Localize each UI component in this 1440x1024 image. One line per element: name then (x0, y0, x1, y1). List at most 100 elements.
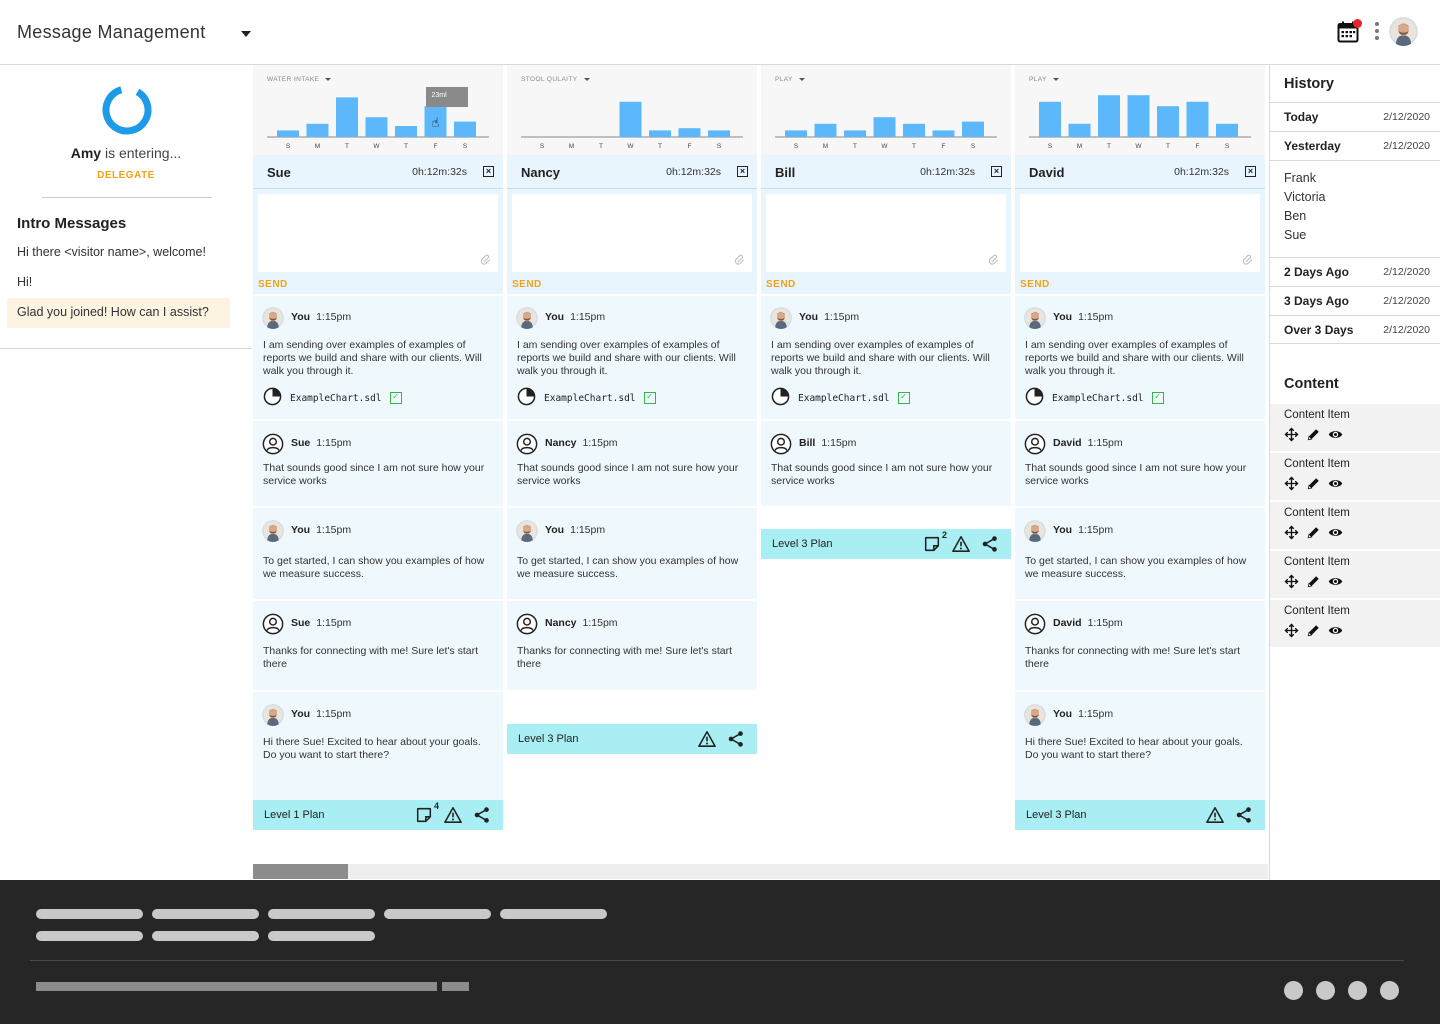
preview-eye-icon[interactable] (1328, 525, 1343, 540)
history-group-over-3-days[interactable]: Over 3 Days 2/12/2020 (1270, 315, 1440, 344)
intro-message-selected[interactable]: Glad you joined! How can I assist? (7, 298, 230, 328)
history-contact[interactable]: Sue (1284, 228, 1307, 242)
plan-bar[interactable]: Level 3 Plan (1015, 800, 1265, 830)
warning-icon[interactable] (444, 806, 462, 824)
history-contact[interactable]: Frank (1284, 171, 1316, 185)
plan-bar[interactable]: Level 3 Plan (507, 724, 757, 754)
chart-bar[interactable] (678, 128, 701, 137)
chart-bar[interactable] (1186, 101, 1209, 137)
social-icon[interactable] (1380, 981, 1399, 1000)
warning-icon[interactable] (698, 730, 716, 748)
history-group-2-days[interactable]: 2 Days Ago 2/12/2020 (1270, 257, 1440, 286)
chart-bar[interactable] (932, 130, 955, 137)
edit-icon[interactable] (1306, 623, 1321, 638)
preview-eye-icon[interactable] (1328, 623, 1343, 638)
chart-bar[interactable] (365, 117, 388, 137)
chart-bar[interactable] (1127, 95, 1150, 137)
content-item[interactable]: Content Item (1270, 404, 1440, 451)
chart-bar[interactable] (708, 130, 730, 137)
checkbox-checked-icon[interactable]: ✓ (643, 392, 656, 404)
edit-icon[interactable] (1306, 574, 1321, 589)
social-icon[interactable] (1284, 981, 1303, 1000)
calendar-icon[interactable] (1336, 19, 1362, 44)
attach-icon[interactable] (479, 253, 493, 267)
edit-icon[interactable] (1306, 476, 1321, 491)
close-chat-icon[interactable]: × (1245, 166, 1256, 177)
footer-link[interactable] (152, 931, 259, 941)
chart-bar[interactable] (1216, 123, 1238, 137)
attach-icon[interactable] (733, 253, 747, 267)
share-icon[interactable] (727, 730, 745, 748)
send-button[interactable]: SEND (512, 279, 542, 290)
chart-bar[interactable] (785, 130, 807, 137)
move-icon[interactable] (1284, 525, 1299, 540)
content-item[interactable]: Content Item (1270, 600, 1440, 647)
chart-metric-selector[interactable]: PLAY (1029, 76, 1059, 83)
message-input[interactable] (258, 194, 498, 272)
message-input[interactable] (1020, 194, 1260, 272)
content-item[interactable]: Content Item (1270, 551, 1440, 598)
warning-icon[interactable] (1206, 806, 1224, 824)
preview-eye-icon[interactable] (1328, 574, 1343, 589)
checkbox-checked-icon[interactable]: ✓ (389, 392, 402, 404)
chart-metric-selector[interactable]: WATER INTAKE (267, 76, 332, 83)
history-group-3-days[interactable]: 3 Days Ago 2/12/2020 (1270, 286, 1440, 315)
footer-link[interactable] (384, 909, 491, 919)
chart-bar[interactable] (1157, 106, 1179, 137)
chart-bar[interactable] (903, 123, 925, 137)
chart-bar[interactable] (619, 101, 642, 137)
kebab-menu-icon[interactable] (1374, 22, 1380, 42)
chart-bar[interactable] (649, 130, 671, 137)
send-button[interactable]: SEND (258, 279, 288, 290)
send-button[interactable]: SEND (766, 279, 796, 290)
move-icon[interactable] (1284, 623, 1299, 638)
footer-link[interactable] (268, 909, 375, 919)
message-input[interactable] (512, 194, 752, 272)
preview-eye-icon[interactable] (1328, 476, 1343, 491)
plan-bar[interactable]: Level 3 Plan 2 (761, 529, 1011, 559)
chart-bar[interactable] (844, 130, 866, 137)
footer-link[interactable] (500, 909, 607, 919)
chart-bar[interactable] (424, 106, 447, 137)
send-button[interactable]: SEND (1020, 279, 1050, 290)
warning-icon[interactable] (952, 535, 970, 553)
footer-link[interactable] (152, 909, 259, 919)
close-chat-icon[interactable]: × (737, 166, 748, 177)
content-item[interactable]: Content Item (1270, 453, 1440, 500)
share-icon[interactable] (1235, 806, 1253, 824)
move-icon[interactable] (1284, 476, 1299, 491)
footer-link[interactable] (36, 931, 143, 941)
user-avatar[interactable] (1389, 17, 1418, 46)
edit-icon[interactable] (1306, 525, 1321, 540)
chart-bar[interactable] (454, 121, 476, 137)
close-chat-icon[interactable]: × (991, 166, 1002, 177)
chart-bar[interactable] (395, 126, 417, 137)
chart-bar[interactable] (873, 117, 896, 137)
edit-icon[interactable] (1306, 427, 1321, 442)
move-icon[interactable] (1284, 427, 1299, 442)
social-icon[interactable] (1316, 981, 1335, 1000)
delegate-button[interactable]: DELEGATE (97, 170, 155, 181)
chart-metric-selector[interactable]: STOOL QULAITY (521, 76, 590, 83)
notes-icon[interactable]: 2 (923, 530, 947, 553)
history-group-today[interactable]: Today 2/12/2020 (1270, 102, 1440, 131)
scrollbar-thumb[interactable] (253, 864, 348, 879)
history-group-yesterday[interactable]: Yesterday 2/12/2020 (1270, 131, 1440, 160)
chart-bar[interactable] (306, 123, 329, 137)
title-dropdown-icon[interactable] (241, 31, 251, 37)
chart-bar[interactable] (962, 121, 984, 137)
social-icon[interactable] (1348, 981, 1367, 1000)
attach-icon[interactable] (1241, 253, 1255, 267)
move-icon[interactable] (1284, 574, 1299, 589)
chart-metric-selector[interactable]: PLAY (775, 76, 805, 83)
message-input[interactable] (766, 194, 1006, 272)
intro-message[interactable]: Hi! (17, 275, 33, 289)
footer-link[interactable] (36, 909, 143, 919)
chart-bar[interactable] (814, 123, 837, 137)
file-attachment[interactable]: ExampleChart.sdl ✓ (517, 387, 656, 409)
attach-icon[interactable] (987, 253, 1001, 267)
checkbox-checked-icon[interactable]: ✓ (1151, 392, 1164, 404)
share-icon[interactable] (981, 535, 999, 553)
chart-bar[interactable] (1098, 95, 1120, 137)
file-attachment[interactable]: ExampleChart.sdl ✓ (771, 387, 910, 409)
